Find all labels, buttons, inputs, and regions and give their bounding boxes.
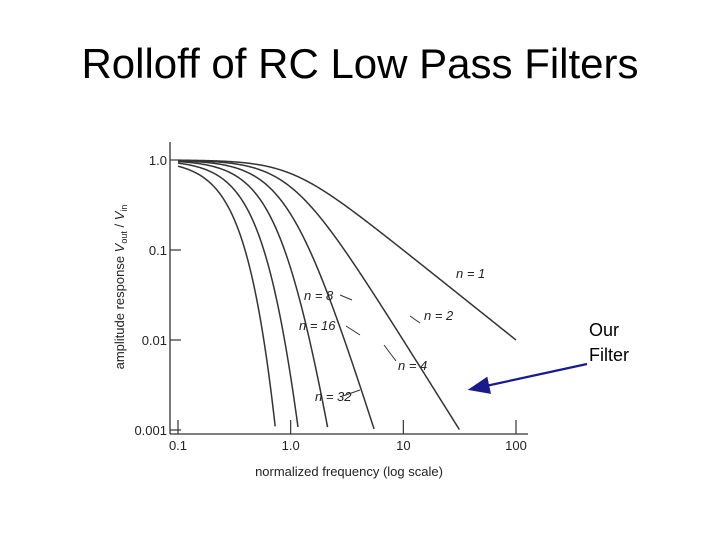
- slide-title: Rolloff of RC Low Pass Filters: [81, 40, 639, 87]
- series-label-n32: n = 32: [315, 389, 352, 404]
- y-axis-label-main: amplitude response: [112, 252, 127, 369]
- series-label-leader: [339, 294, 353, 301]
- y-tick-label: 0.1: [149, 243, 167, 258]
- series-label-n4: n = 4: [398, 358, 427, 373]
- callout-line-2: Filter: [589, 345, 629, 365]
- x-tick-label: 10: [396, 438, 410, 453]
- series-line-n4: [177, 160, 375, 430]
- svg-text:amplitude response Vout / Vin: amplitude response Vout / Vin: [112, 205, 129, 370]
- callout-arrow: [467, 362, 588, 394]
- our-filter-callout: Our Filter: [589, 318, 629, 368]
- series-line-n32: [177, 165, 276, 427]
- x-tick-label: 0.1: [169, 438, 187, 453]
- series-label-leader: [342, 389, 361, 397]
- y-tick-label: 0.01: [142, 333, 167, 348]
- series-label-leader: [345, 325, 361, 336]
- curves: [177, 159, 517, 430]
- y-axis-label: amplitude response Vout / Vin: [112, 205, 129, 370]
- series-line-n1: [177, 159, 517, 341]
- y-tick-label: 1.0: [149, 153, 167, 168]
- series-label-n8: n = 8: [304, 288, 334, 303]
- series-line-n8: [177, 160, 329, 428]
- series-label-leader: [409, 315, 421, 324]
- series-label-n16: n = 16: [299, 318, 336, 333]
- curve-labels: n = 1 n = 2 n = 4 n = 8 n = 16 n = 32: [299, 266, 485, 404]
- series-line-n2: [177, 159, 461, 430]
- x-axis-label: normalized frequency (log scale): [255, 464, 443, 479]
- y-tick-label: 0.001: [134, 423, 167, 438]
- callout-line-1: Our: [589, 320, 620, 340]
- series-label-n1: n = 1: [456, 266, 485, 281]
- series-line-n16: [177, 162, 299, 428]
- x-tick-label: 1.0: [282, 438, 300, 453]
- series-label-n2: n = 2: [424, 308, 454, 323]
- series-label-leader: [383, 344, 397, 362]
- x-tick-label: 100: [505, 438, 527, 453]
